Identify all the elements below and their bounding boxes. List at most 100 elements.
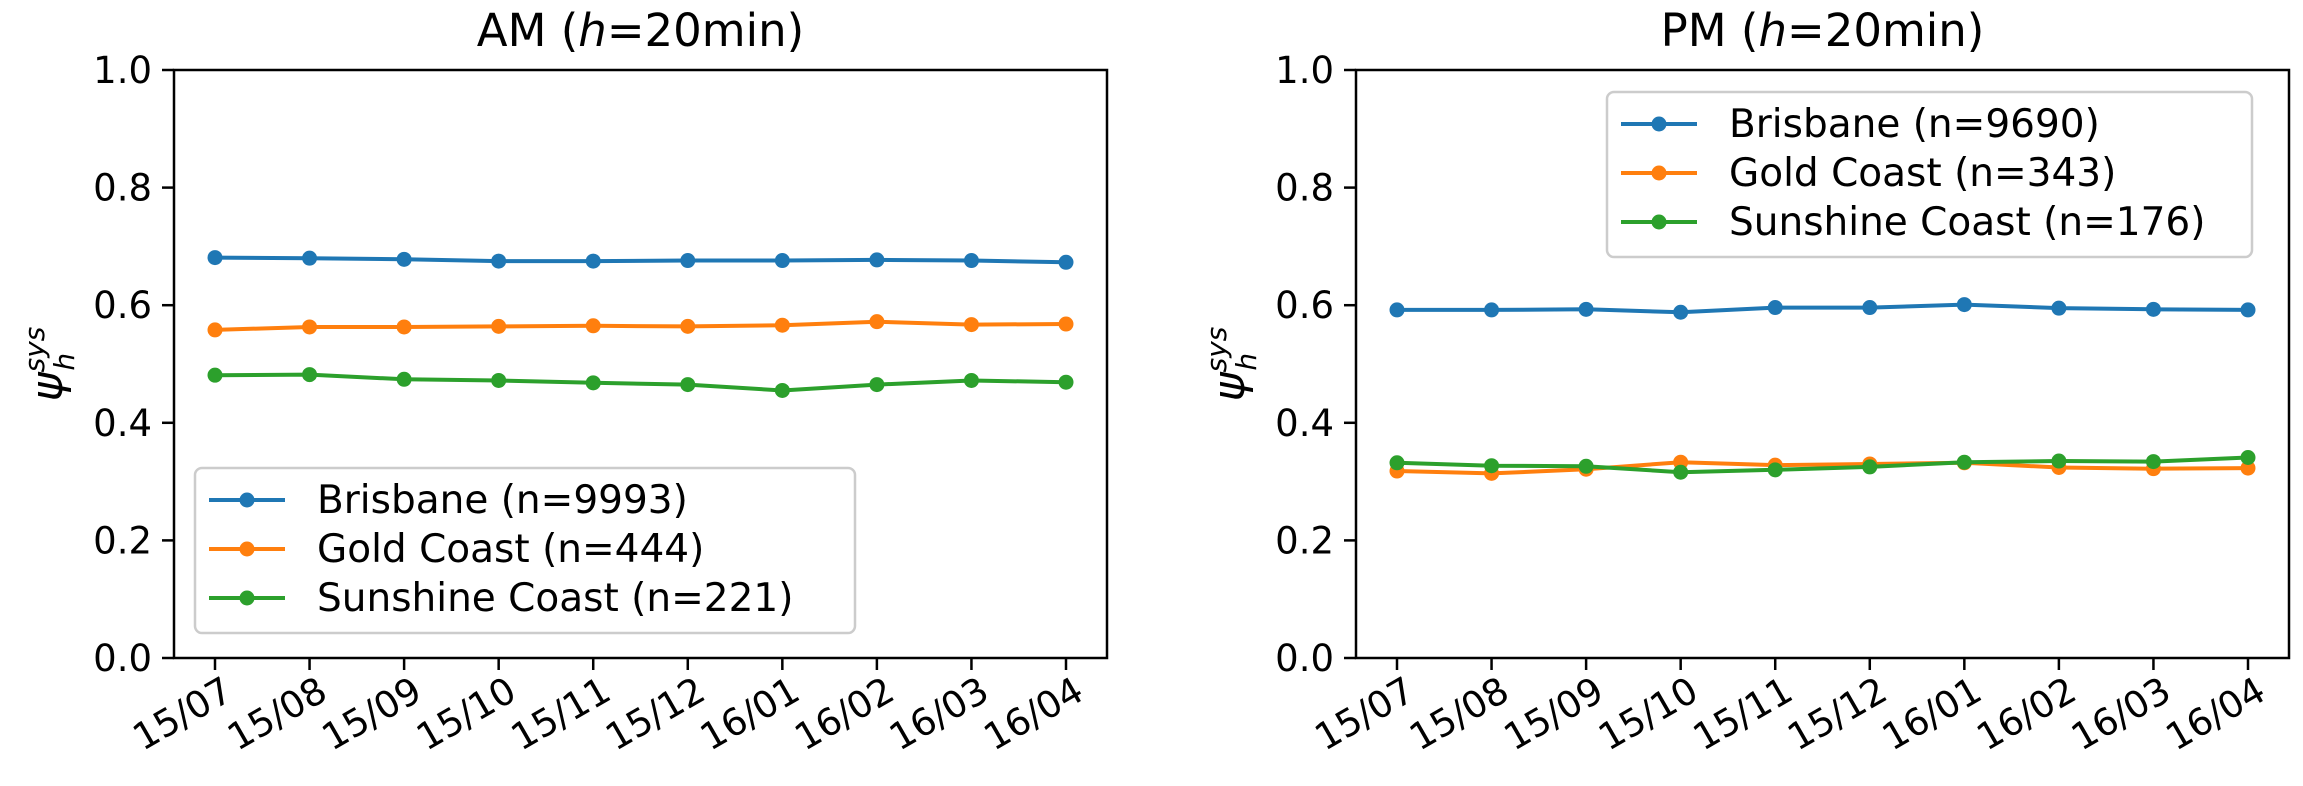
data-point (1767, 300, 1783, 316)
data-point (1767, 462, 1783, 478)
y-tick-label: 0.0 (1275, 637, 1334, 680)
legend-box (1605, 90, 2254, 259)
data-point (1956, 454, 1972, 470)
data-point (869, 314, 885, 330)
series-line (214, 255, 1067, 265)
legend-marker (239, 492, 255, 508)
y-axis-label-superscript: sys (1200, 327, 1233, 373)
y-axis-label: ψsysh (1200, 327, 1263, 402)
chart-title-prefix: AM ( (477, 4, 578, 57)
x-tick-label: 15/08 (1402, 669, 1516, 760)
data-point (1956, 297, 1972, 313)
data-point (2240, 460, 2256, 476)
data-point (869, 252, 885, 268)
x-tick-label: 15/10 (409, 669, 523, 760)
x-tick-label: 16/04 (977, 669, 1091, 760)
series-line (1396, 455, 2249, 475)
chart-title-prefix: PM ( (1661, 4, 1759, 57)
x-tick-label: 16/03 (882, 669, 996, 760)
data-point (1389, 302, 1405, 318)
chart-title-variable: h (1758, 4, 1787, 57)
x-tick-label: 16/04 (2159, 669, 2273, 760)
data-point (491, 372, 507, 388)
legend-marker (1651, 116, 1667, 132)
chart-panel-am: AM (h=20min)ψsysh0.00.20.40.60.81.015/07… (18, 4, 1109, 760)
data-point (1673, 304, 1689, 320)
axes-frame (172, 68, 1109, 660)
x-tick-label: 15/08 (220, 669, 334, 760)
legend-label: Sunshine Coast (n=221) (317, 576, 793, 621)
y-tick-label: 0.2 (93, 519, 152, 562)
y-tick-label: 0.2 (1275, 519, 1334, 562)
y-tick-label: 0.4 (1275, 402, 1334, 445)
data-point (396, 371, 412, 387)
y-axis-label-subscript: h (48, 353, 81, 371)
y-tick-label: 0.0 (93, 637, 152, 680)
data-point (1578, 301, 1594, 317)
chart-title-suffix: =20min) (1787, 4, 1984, 57)
legend-marker (239, 541, 255, 557)
axes-frame (1354, 68, 2291, 660)
x-tick-label: 15/07 (1308, 669, 1422, 760)
chart-title: AM (h=20min) (477, 4, 804, 57)
x-tick-label: 15/12 (1780, 669, 1894, 760)
data-point (302, 319, 318, 335)
y-tick-label: 0.6 (1275, 284, 1334, 327)
legend-marker (239, 590, 255, 606)
data-point (1578, 458, 1594, 474)
x-tick-label: 15/07 (126, 669, 240, 760)
x-tick-label: 15/09 (1497, 669, 1611, 760)
x-tick-label: 15/12 (598, 669, 712, 760)
x-tick-label: 16/03 (2064, 669, 2178, 760)
y-axis-label: ψsysh (18, 327, 81, 402)
data-point (1484, 302, 1500, 318)
data-point (680, 318, 696, 334)
data-point (1058, 316, 1074, 332)
data-point (1862, 300, 1878, 316)
data-point (774, 253, 790, 269)
data-point (2145, 301, 2161, 317)
data-point (585, 253, 601, 269)
data-point (1389, 455, 1405, 471)
data-point (207, 250, 223, 266)
y-axis-label-symbol: ψ (1204, 371, 1255, 401)
y-axis-label-superscript: sys (18, 327, 51, 373)
x-tick-label: 15/11 (504, 669, 618, 760)
data-point (963, 372, 979, 388)
y-tick-label: 0.8 (93, 167, 152, 210)
chart-title: PM (h=20min) (1661, 4, 1985, 57)
legend-label: Gold Coast (n=444) (317, 527, 704, 572)
data-point (302, 367, 318, 383)
chart-panel-pm: PM (h=20min)ψsysh0.00.20.40.60.81.015/07… (1200, 4, 2291, 760)
legend-label: Brisbane (n=9993) (317, 478, 688, 523)
legend: Brisbane (n=9690)Gold Coast (n=343)Sunsh… (1605, 90, 2254, 259)
legend: Brisbane (n=9993)Gold Coast (n=444)Sunsh… (193, 466, 857, 635)
data-point (1862, 459, 1878, 475)
legend-marker (1651, 165, 1667, 181)
data-point (585, 375, 601, 391)
chart-title-suffix: =20min) (607, 4, 804, 57)
legend-label: Gold Coast (n=343) (1729, 151, 2116, 196)
series-line (1396, 460, 2249, 476)
data-point (1058, 374, 1074, 390)
data-point (1484, 458, 1500, 474)
data-point (207, 322, 223, 338)
x-tick-label: 16/02 (1970, 669, 2084, 760)
data-point (774, 317, 790, 333)
data-point (2051, 300, 2067, 316)
data-point (963, 317, 979, 333)
y-tick-label: 0.4 (93, 402, 152, 445)
data-point (207, 367, 223, 383)
data-point (1673, 464, 1689, 480)
data-point (2051, 453, 2067, 469)
data-point (396, 319, 412, 335)
data-point (2145, 454, 2161, 470)
x-tick-label: 15/11 (1686, 669, 1800, 760)
x-tick-label: 16/01 (693, 669, 807, 760)
data-point (869, 377, 885, 393)
y-axis-label-subscript: h (1230, 353, 1263, 371)
x-tick-label: 15/09 (315, 669, 429, 760)
x-tick-label: 16/01 (1875, 669, 1989, 760)
data-point (1058, 254, 1074, 270)
